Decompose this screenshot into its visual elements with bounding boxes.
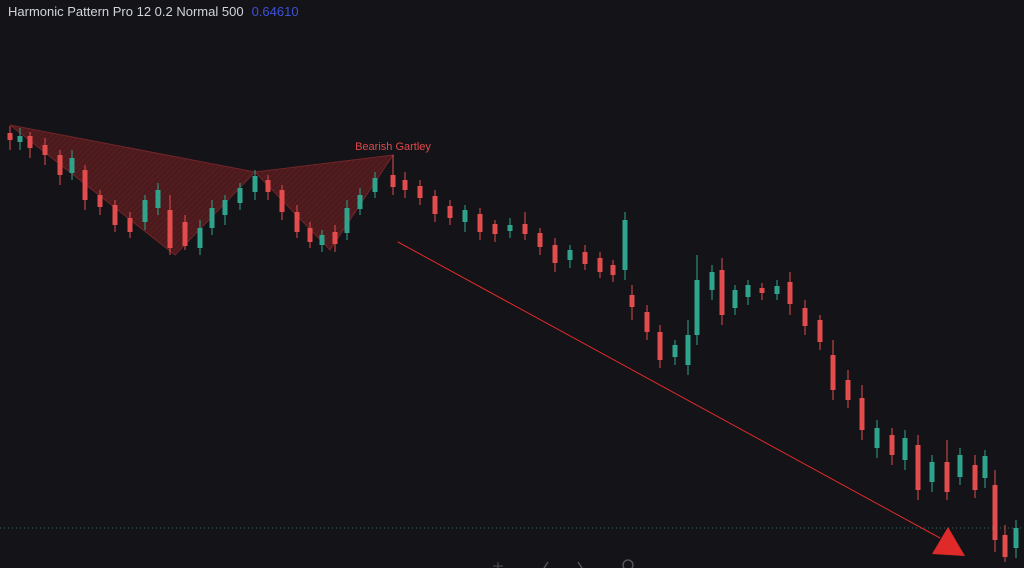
indicator-value: 0.64610 [251,4,299,19]
pattern-xab [9,124,257,256]
arrow-head [932,527,965,556]
pattern-label: Bearish Gartley [355,141,431,153]
trend-arrow [397,241,941,539]
toolbar[interactable] [493,559,634,568]
indicator-header: Harmonic Pattern Pro 12 0.2 Normal 500 0.… [8,4,299,19]
indicator-title: Harmonic Pattern Pro 12 0.2 Normal 500 [8,4,244,19]
candles [7,126,1019,562]
